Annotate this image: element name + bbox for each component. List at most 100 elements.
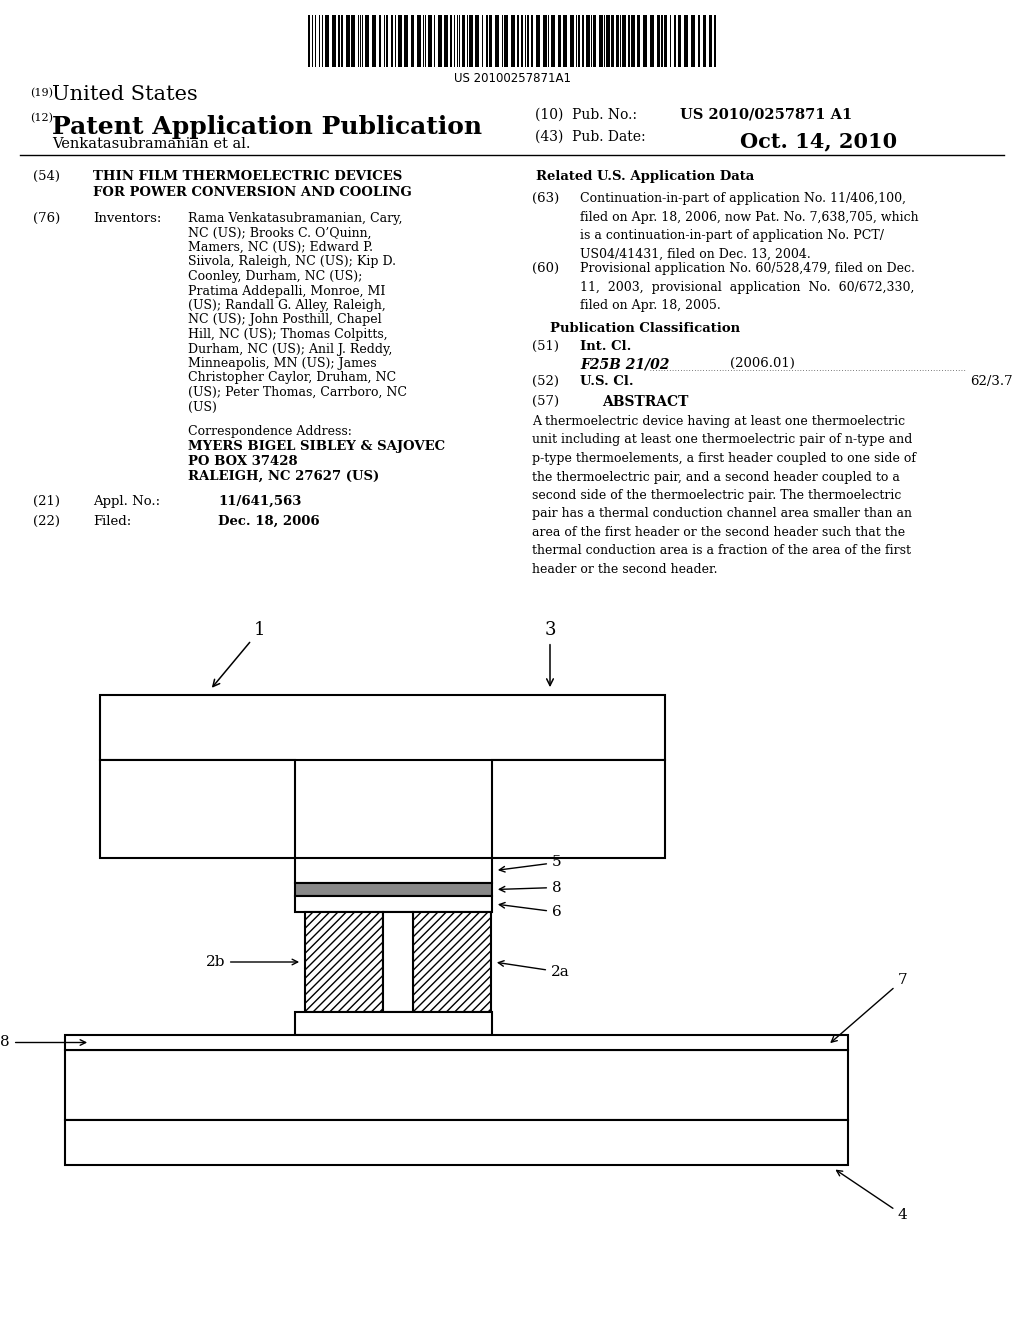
Bar (521, 15, 523, 67)
Bar (411, 15, 414, 67)
Text: (54): (54) (33, 170, 60, 183)
Bar (662, 15, 663, 67)
Bar (714, 15, 716, 67)
Text: (60): (60) (532, 261, 559, 275)
Text: (57): (57) (532, 395, 559, 408)
Text: Christopher Caylor, Druham, NC: Christopher Caylor, Druham, NC (188, 371, 396, 384)
Text: Minneapolis, MN (US); James: Minneapolis, MN (US); James (188, 356, 377, 370)
Text: (52): (52) (532, 375, 559, 388)
Text: (2006.01): (2006.01) (730, 356, 795, 370)
Bar (616, 15, 618, 67)
Bar (684, 15, 688, 67)
Bar (606, 15, 610, 67)
Bar (622, 15, 626, 67)
Bar (65, 1119, 848, 1166)
Text: A thermoelectric device having at least one thermoelectric
unit including at lea: A thermoelectric device having at least … (532, 414, 916, 576)
Text: (21): (21) (33, 495, 60, 508)
Bar (558, 15, 561, 67)
Text: (US): (US) (188, 400, 217, 413)
Text: RALEIGH, NC 27627 (US): RALEIGH, NC 27627 (US) (188, 470, 379, 483)
Text: Publication Classification: Publication Classification (550, 322, 740, 335)
Bar (386, 15, 388, 67)
Bar (305, 912, 383, 1012)
Text: US 2010/0257871 A1: US 2010/0257871 A1 (680, 108, 852, 121)
Text: Int. Cl.: Int. Cl. (580, 341, 632, 352)
Bar (325, 15, 329, 67)
Text: US 20100257871A1: US 20100257871A1 (454, 73, 570, 84)
Bar (586, 15, 590, 67)
Bar (582, 15, 584, 67)
Bar (295, 858, 492, 883)
Text: Correspondence Address:: Correspondence Address: (188, 425, 352, 438)
Bar (570, 15, 574, 67)
Text: 11/641,563: 11/641,563 (218, 495, 301, 508)
Bar (650, 15, 654, 67)
Bar (365, 15, 369, 67)
Text: (22): (22) (33, 515, 60, 528)
Bar (657, 15, 660, 67)
Bar (486, 15, 488, 67)
Bar (489, 15, 492, 67)
Bar (637, 15, 640, 67)
Text: Provisional application No. 60/528,479, filed on Dec.
11,  2003,  provisional  a: Provisional application No. 60/528,479, … (580, 261, 914, 312)
Bar (691, 15, 695, 67)
Bar (517, 15, 519, 67)
Text: FOR POWER CONVERSION AND COOLING: FOR POWER CONVERSION AND COOLING (93, 186, 412, 199)
Text: Mamers, NC (US); Edward P.: Mamers, NC (US); Edward P. (188, 242, 373, 253)
Text: (43)  Pub. Date:: (43) Pub. Date: (535, 129, 645, 144)
Text: 5: 5 (500, 855, 561, 873)
Bar (593, 15, 596, 67)
Bar (444, 15, 449, 67)
Bar (308, 15, 310, 67)
Text: Hill, NC (US); Thomas Colpitts,: Hill, NC (US); Thomas Colpitts, (188, 327, 388, 341)
Text: NC (US); John Posthill, Chapel: NC (US); John Posthill, Chapel (188, 314, 382, 326)
Text: Continuation-in-part of application No. 11/406,100,
filed on Apr. 18, 2006, now : Continuation-in-part of application No. … (580, 191, 919, 260)
Bar (543, 15, 547, 67)
Text: Rama Venkatasubramanian, Cary,: Rama Venkatasubramanian, Cary, (188, 213, 402, 224)
Bar (709, 15, 712, 67)
Bar (341, 15, 343, 67)
Bar (495, 15, 499, 67)
Text: (63): (63) (532, 191, 559, 205)
Bar (438, 15, 442, 67)
Bar (372, 15, 376, 67)
Bar (404, 15, 408, 67)
Text: (19): (19) (30, 88, 53, 98)
Bar (469, 15, 473, 67)
Text: 3: 3 (544, 620, 556, 685)
Bar (379, 15, 381, 67)
Text: (US); Peter Thomas, Carrboro, NC: (US); Peter Thomas, Carrboro, NC (188, 385, 407, 399)
Bar (417, 15, 421, 67)
Text: (US); Randall G. Alley, Raleigh,: (US); Randall G. Alley, Raleigh, (188, 300, 386, 312)
Text: Coonley, Durham, NC (US);: Coonley, Durham, NC (US); (188, 271, 362, 282)
Bar (450, 15, 452, 67)
Text: NC (US); Brooks C. O’Quinn,: NC (US); Brooks C. O’Quinn, (188, 227, 372, 239)
Text: United States: United States (52, 84, 198, 104)
Bar (391, 15, 393, 67)
Text: Dec. 18, 2006: Dec. 18, 2006 (218, 515, 319, 528)
Bar (703, 15, 706, 67)
Bar (674, 15, 676, 67)
Text: U.S. Cl.: U.S. Cl. (580, 375, 634, 388)
Text: MYERS BIGEL SIBLEY & SAJOVEC: MYERS BIGEL SIBLEY & SAJOVEC (188, 440, 445, 453)
Bar (504, 15, 508, 67)
Bar (65, 1035, 848, 1049)
Text: 8: 8 (500, 880, 561, 895)
Bar (578, 15, 580, 67)
Text: 1: 1 (213, 620, 266, 686)
Bar (65, 1049, 848, 1119)
Text: F25B 21/02: F25B 21/02 (580, 356, 670, 371)
Bar (511, 15, 515, 67)
Text: THIN FILM THERMOELECTRIC DEVICES: THIN FILM THERMOELECTRIC DEVICES (93, 170, 402, 183)
Bar (398, 15, 402, 67)
Bar (643, 15, 647, 67)
Bar (698, 15, 700, 67)
Bar (332, 15, 336, 67)
Text: Appl. No.:: Appl. No.: (93, 495, 160, 508)
Bar (100, 696, 665, 760)
Bar (492, 760, 665, 858)
Text: Filed:: Filed: (93, 515, 131, 528)
Bar (563, 15, 567, 67)
Text: 62/3.7: 62/3.7 (970, 375, 1013, 388)
Bar (475, 15, 479, 67)
